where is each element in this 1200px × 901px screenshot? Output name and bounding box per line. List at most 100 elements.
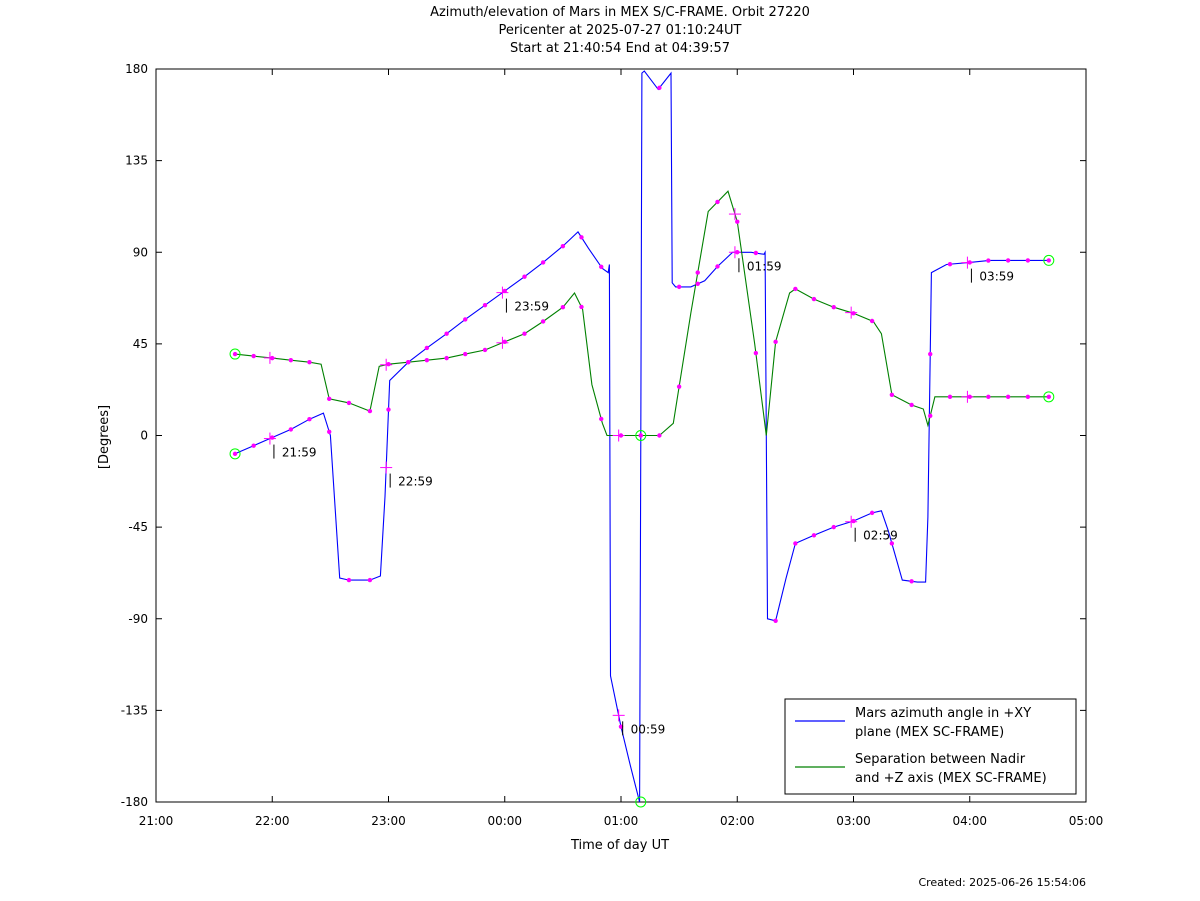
series-1-point — [947, 261, 953, 267]
series-2-point — [1005, 394, 1011, 400]
series-2-point — [579, 304, 584, 310]
series-1-point — [560, 243, 566, 249]
series-1-point — [715, 264, 720, 269]
series-1-point — [1046, 258, 1052, 263]
series-1-endpoint — [229, 448, 241, 460]
series-1-point — [232, 451, 238, 457]
series-1-point — [869, 510, 875, 516]
series-1-point — [753, 250, 759, 256]
x-tick-label: 03:00 — [836, 814, 871, 828]
series-1-point — [540, 260, 546, 265]
hour-marker-layer: 21:59 22:59 23:59 00:59 01:59 02:59 03:59 — [263, 208, 1014, 736]
series-2-point — [695, 270, 700, 275]
series-2-point — [638, 433, 643, 438]
y-tick-label: 135 — [125, 154, 148, 168]
series-2-point — [522, 331, 527, 336]
series-2-point — [251, 353, 256, 359]
pericenter-marker — [635, 796, 647, 808]
series-2-point — [889, 392, 895, 397]
series-1-point — [773, 618, 778, 623]
hour-marker-label: 03:59 — [979, 270, 1014, 284]
series-2-point — [346, 400, 352, 406]
series-2-endpoint — [1043, 391, 1055, 403]
series-1-point — [618, 724, 624, 729]
hour-marker-label: 22:59 — [398, 475, 433, 489]
series-2-point — [463, 351, 468, 357]
series-1-point — [599, 264, 604, 270]
series-1-point — [367, 577, 373, 583]
hour-marker-label: 02:59 — [863, 529, 898, 543]
x-tick-label: 05:00 — [1069, 814, 1104, 828]
series-1-point — [482, 302, 488, 308]
series-1-point — [346, 577, 352, 583]
hour-marker-label: 21:59 — [282, 446, 317, 460]
series-2-point — [793, 286, 798, 292]
series-1-point — [288, 427, 294, 432]
series-1-point — [889, 541, 895, 546]
series-2-point — [307, 360, 312, 365]
series-2-point — [753, 350, 759, 356]
series-2-point — [482, 347, 488, 353]
series-1-point — [327, 429, 332, 434]
legend-label-1: plane (MEX SC-FRAME) — [855, 725, 1004, 740]
series-1-point — [793, 541, 798, 546]
x-tick-label: 22:00 — [255, 814, 290, 828]
series-2-point — [773, 339, 778, 345]
series-2-point — [406, 360, 411, 365]
series-1-point — [811, 533, 817, 538]
hour-marker-label: 23:59 — [514, 300, 549, 314]
series-1-point — [307, 417, 312, 422]
series-1-endpoint — [1043, 254, 1055, 266]
series-1-point — [502, 288, 507, 294]
marker-layer — [229, 85, 1055, 808]
series-2-point — [327, 396, 332, 402]
y-axis-label: [Degrees] — [97, 405, 112, 469]
series-2-point — [928, 413, 933, 419]
series-1-point — [657, 85, 662, 91]
chart-title-line-1: Azimuth/elevation of Mars in MEX S/C-FRA… — [430, 5, 810, 20]
series-1-point — [928, 351, 933, 357]
series-1-line — [234, 70, 1049, 803]
y-tick-label: -90 — [128, 612, 148, 626]
y-tick-label: -180 — [121, 795, 148, 809]
series-1-point — [986, 258, 991, 263]
series-2-point — [1025, 394, 1031, 400]
x-tick-label: 02:00 — [720, 814, 755, 828]
series-1-point — [251, 443, 256, 448]
series-1-point — [1025, 258, 1031, 263]
series-2-point — [1046, 394, 1052, 400]
chart-title-line-2: Pericenter at 2025-07-27 01:10:24UT — [498, 23, 742, 38]
series-1-point — [851, 518, 856, 524]
x-tick-label: 00:00 — [487, 814, 522, 828]
series-2-point — [386, 362, 391, 367]
y-tick-label: 180 — [125, 62, 148, 76]
legend-label-2: and +Z axis (MEX SC-FRAME) — [855, 771, 1047, 786]
series-2-point — [869, 318, 875, 324]
series-2-point — [851, 311, 856, 316]
created-timestamp: Created: 2025-06-26 15:54:06 — [918, 876, 1086, 889]
x-tick-label: 23:00 — [371, 814, 406, 828]
series-1-point — [695, 281, 700, 287]
series-2-point — [986, 394, 991, 400]
series-1-point — [831, 524, 836, 530]
y-tick-label: 0 — [140, 429, 148, 443]
series-1-point — [1005, 258, 1011, 263]
series-2-point — [811, 296, 817, 302]
series-2-point — [947, 394, 953, 400]
y-tick-label: -45 — [128, 520, 148, 534]
y-tick-label: -135 — [121, 703, 148, 717]
y-tick-label: 90 — [133, 245, 148, 259]
series-1-point — [579, 235, 584, 240]
series-2-point — [560, 305, 566, 310]
hour-marker-label: 01:59 — [747, 259, 782, 273]
legend-label-2: Separation between Nadir — [855, 752, 1026, 767]
legend-box — [784, 698, 1077, 795]
series-1-point — [444, 331, 449, 336]
x-axis-label: Time of day UT — [570, 838, 669, 853]
y-tick-label: 45 — [133, 337, 148, 351]
legend-label-1: Mars azimuth angle in +XY — [855, 706, 1031, 721]
series-2-point — [735, 219, 740, 224]
series-2-point — [424, 357, 430, 363]
pericenter-marker — [635, 430, 647, 441]
